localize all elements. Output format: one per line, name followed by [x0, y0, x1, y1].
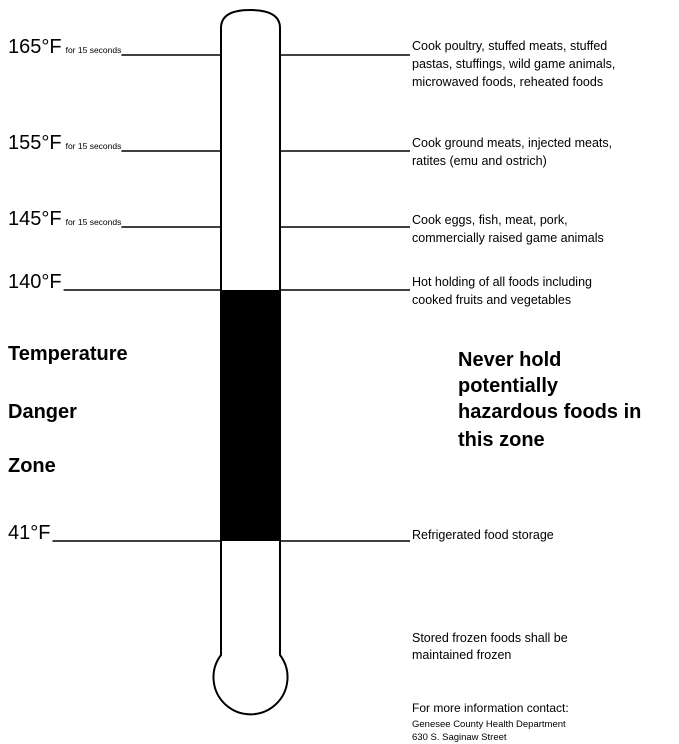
danger-zone-title: Temperature [8, 343, 128, 365]
level-description: pastas, stuffings, wild game animals, [412, 57, 615, 71]
frozen-note: maintained frozen [412, 648, 511, 662]
danger-zone-title: Danger [8, 401, 77, 423]
danger-zone-title: Zone [8, 455, 56, 477]
danger-zone-warning: potentially [458, 375, 559, 397]
time-note: for 15 seconds [66, 45, 122, 55]
level-description: Cook ground meats, injected meats, [412, 136, 612, 150]
level-description: ratites (emu and ostrich) [412, 154, 547, 168]
level-description: Cook poultry, stuffed meats, stuffed [412, 39, 607, 53]
danger-zone-warning: this zone [458, 429, 545, 451]
contact-heading: For more information contact: [412, 701, 569, 715]
temperature-label: 165°F [8, 36, 62, 58]
level-description: commercially raised game animals [412, 231, 604, 245]
level-description: microwaved foods, reheated foods [412, 75, 603, 89]
time-note: for 15 seconds [66, 217, 122, 227]
temperature-label: 41°F [8, 522, 50, 544]
contact-line: 630 S. Saginaw Street [412, 732, 507, 743]
danger-zone-warning: Never hold [458, 349, 561, 371]
temperature-label: 155°F [8, 132, 62, 154]
level-description: Cook eggs, fish, meat, pork, [412, 213, 568, 227]
temperature-label: 140°F [8, 271, 62, 293]
level-description: Hot holding of all foods including [412, 275, 592, 289]
level-description: cooked fruits and vegetables [412, 293, 571, 307]
contact-line: Genesee County Health Department [412, 719, 566, 730]
level-description: Refrigerated food storage [412, 528, 554, 542]
time-note: for 15 seconds [66, 141, 122, 151]
frozen-note: Stored frozen foods shall be [412, 631, 568, 645]
danger-zone-warning: hazardous foods in [458, 401, 641, 423]
temperature-label: 145°F [8, 208, 62, 230]
danger-zone-fill [221, 290, 280, 541]
